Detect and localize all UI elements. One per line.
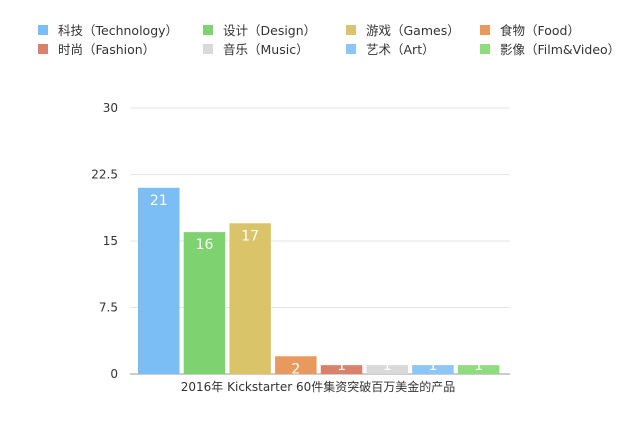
legend-label: 设计（Design）: [223, 23, 317, 38]
legend-label: 食物（Food）: [500, 23, 580, 38]
y-tick-label: 15: [103, 234, 118, 248]
legend-item: 游戏（Games）: [346, 20, 460, 39]
legend-label: 影像（Film&Video）: [500, 42, 621, 57]
legend-item: 科技（Technology）: [38, 20, 178, 39]
bar: [412, 365, 454, 374]
legend-label: 游戏（Games）: [366, 23, 460, 38]
bar: [275, 356, 317, 374]
legend-item: 时尚（Fashion）: [38, 39, 155, 58]
legend-swatch: [203, 24, 213, 35]
bar-data-label: 1: [428, 358, 437, 374]
legend-item: 音乐（Music）: [203, 39, 309, 58]
legend-label: 科技（Technology）: [58, 23, 179, 38]
y-axis-ticks: 0 7.5 15 22.5 30: [91, 101, 118, 381]
legend-item: 食物（Food）: [480, 20, 580, 39]
legend-swatch: [346, 24, 356, 35]
y-tick-label: 22.5: [91, 168, 118, 182]
bar: [183, 232, 226, 374]
legend-swatch: [203, 43, 213, 54]
bar: [229, 223, 271, 374]
bar-data-label: 1: [474, 358, 483, 374]
y-tick-label: 0: [110, 367, 118, 381]
y-tick-label: 30: [103, 101, 118, 115]
x-axis-label: 2016年 Kickstarter 60件集资突破百万美金的产品: [181, 379, 455, 394]
bar-data-label: 2: [291, 361, 300, 377]
legend-label: 艺术（Art）: [366, 42, 435, 57]
legend-label: 时尚（Fashion）: [58, 42, 156, 57]
bars: [138, 187, 500, 374]
legend-label: 音乐（Music）: [223, 42, 309, 57]
bar: [138, 187, 180, 374]
y-tick-label: 7.5: [99, 301, 118, 315]
legend-swatch: [346, 43, 356, 54]
legend-swatch: [480, 24, 490, 35]
legend-item: 影像（Film&Video）: [480, 39, 620, 58]
legend-swatch: [480, 43, 490, 54]
legend-swatch: [38, 43, 48, 54]
bar: [457, 365, 500, 374]
legend-swatch: [38, 24, 48, 35]
bar-data-label: 16: [196, 237, 214, 253]
bar-data-label: 17: [241, 228, 259, 244]
bar-data-label: 1: [337, 358, 346, 374]
legend-item: 艺术（Art）: [346, 39, 435, 58]
legend-item: 设计（Design）: [203, 20, 316, 39]
bar-data-label: 1: [383, 358, 392, 374]
bar: [320, 365, 363, 374]
bar: [366, 365, 408, 374]
bar-data-label: 21: [150, 193, 168, 209]
